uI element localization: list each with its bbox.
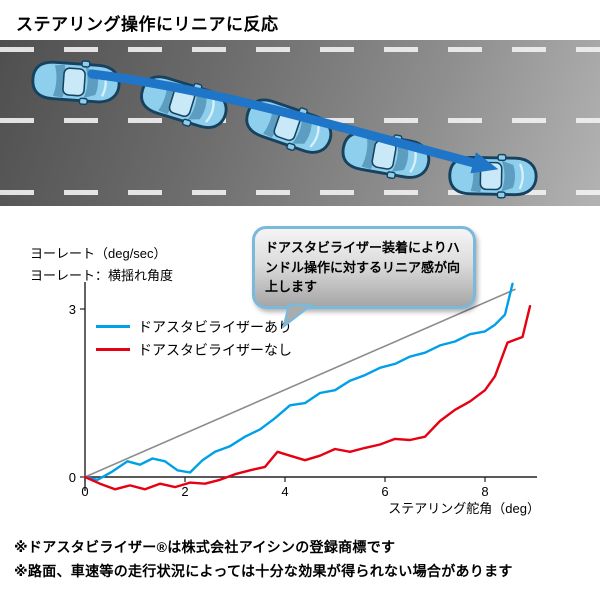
lane-marking-bottom [0,190,600,195]
lane-marking-top [0,47,600,52]
footnote-disclaimer: ※路面、車速等の走行状況によっては十分な効果が得られない場合があります [14,563,513,579]
series-line-reference [84,288,516,478]
x-tick-label: 8 [481,484,488,499]
footnote-trademark: ※ドアスタビライザー®は株式会社アイシンの登録商標です [14,539,396,555]
legend-line-without-sample [96,348,130,351]
x-tick-label: 2 [181,484,188,499]
series-line-without [83,305,532,491]
legend-line-with-sample [96,325,130,328]
callout-tail-icon [282,303,313,328]
x-tick-label: 0 [81,484,88,499]
x-tick-label: 6 [381,484,388,499]
x-tick-label: 4 [281,484,288,499]
yaxis-definition: ヨーレート：横揺れ角度 [30,268,174,283]
legend-item-without: ドアスタビライザーなし [96,338,292,361]
yaxis-title-block: ヨーレート（deg/sec） ヨーレート：横揺れ角度 [30,243,173,287]
callout-text: ドアスタビライザー装着によりハンドル操作に対するリニア感が向上します [265,240,461,294]
legend-label-with: ドアスタビライザーあり [138,318,292,335]
road-cars-svg [29,56,539,200]
callout-bubble: ドアスタビライザー装着によりハンドル操作に対するリニア感が向上します [252,226,476,328]
legend-label-without: ドアスタビライザーなし [138,341,292,358]
y-tick-label: 3 [69,302,76,317]
yaw-rate-chart: 0 2 4 6 8 0 3 [69,282,537,499]
chart-legend: ドアスタビライザーあり ドアスタビライザーなし [96,315,292,361]
page-title: ステアリング操作にリニアに反応 [16,15,279,34]
series-line-with [83,282,514,482]
car-1 [29,56,123,109]
road-illustration [0,40,600,206]
motion-arrow-icon [87,69,499,174]
y-tick-label: 0 [69,470,76,485]
yaxis-title: ヨーレート（deg/sec） [30,246,167,261]
xaxis-title: ステアリング舵角（deg） [388,501,540,516]
legend-item-with: ドアスタビライザーあり [96,315,292,338]
